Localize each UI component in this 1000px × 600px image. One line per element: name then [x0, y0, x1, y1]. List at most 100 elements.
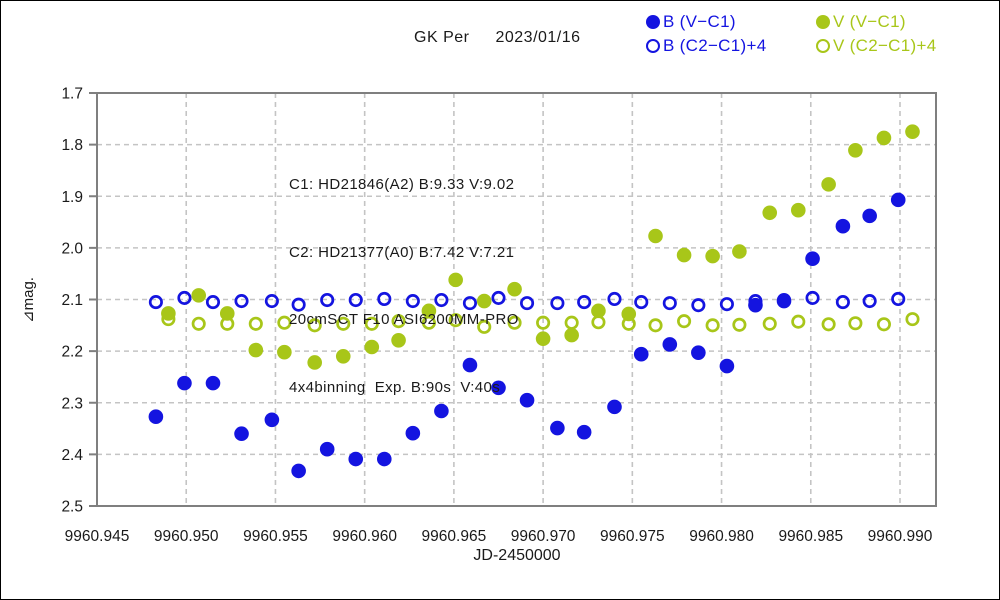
- data-point-b: [776, 293, 792, 309]
- annotation-line-equipment: 20cmSCT F10 ASI6200MM-PRO: [289, 311, 519, 328]
- data-point-check-b: [634, 295, 649, 310]
- data-point-check-b: [320, 292, 335, 308]
- point-layer: [148, 124, 920, 479]
- data-point-check-v: [336, 316, 351, 331]
- data-point-v: [219, 306, 235, 321]
- legend-row: B (C2−C1)+4 V (C2−C1)+4: [646, 34, 991, 58]
- x-tick-label: 9960.970: [511, 528, 576, 545]
- y-tick-label: 2.5: [61, 499, 83, 516]
- data-point-v: [448, 272, 463, 288]
- data-point-v: [277, 344, 292, 360]
- data-point-check-v: [876, 317, 891, 332]
- data-point-b: [319, 441, 335, 457]
- data-point-b: [662, 337, 678, 352]
- data-point-check-b: [691, 298, 706, 313]
- data-point-b: [835, 218, 851, 234]
- data-point-b: [434, 403, 449, 419]
- data-point-check-b: [891, 291, 906, 307]
- data-point-check-v: [277, 315, 292, 330]
- legend-label: V (V−C1): [833, 12, 906, 31]
- y-axis-label: ⊿mag.: [20, 277, 37, 323]
- data-point-check-v: [591, 315, 606, 330]
- data-point-check-b: [148, 295, 163, 310]
- data-point-b: [148, 409, 164, 424]
- data-point-check-v: [732, 317, 747, 332]
- data-point-b: [805, 251, 820, 267]
- data-point-check-b: [550, 296, 565, 311]
- data-point-check-v: [536, 315, 551, 330]
- data-point-b: [862, 208, 877, 224]
- data-point-check-v: [648, 318, 663, 333]
- data-point-b: [376, 451, 392, 467]
- data-point-v: [591, 303, 606, 319]
- data-point-check-v: [391, 314, 406, 329]
- legend-item-v-filled: V (V−C1): [816, 12, 986, 32]
- data-point-v: [762, 205, 778, 221]
- y-tick-label: 2.0: [61, 240, 83, 257]
- data-point-check-v: [448, 313, 463, 328]
- y-tick-label: 2.4: [61, 447, 83, 464]
- x-tick-label: 9960.975: [600, 528, 665, 545]
- data-point-v: [876, 130, 892, 146]
- object-name: GK Per: [414, 29, 470, 46]
- data-point-check-b: [462, 296, 477, 311]
- data-point-check-b: [264, 293, 279, 309]
- data-point-v: [705, 248, 720, 264]
- data-point-check-b: [377, 291, 392, 307]
- data-point-v: [191, 288, 207, 303]
- data-point-v: [732, 244, 747, 259]
- data-point-check-b: [405, 293, 420, 309]
- data-point-check-b: [234, 293, 249, 309]
- open-circle-icon: [646, 39, 660, 53]
- data-point-b: [348, 451, 364, 467]
- data-point-check-b: [607, 291, 622, 307]
- legend-label: V (C2−C1)+4: [833, 36, 937, 55]
- data-point-b: [519, 392, 535, 408]
- data-point-v: [676, 247, 692, 263]
- observation-date: 2023/01/16: [495, 29, 581, 46]
- chart-title: GK Per 2023/01/16: [414, 29, 581, 47]
- data-point-check-v: [477, 319, 492, 334]
- legend-label: B (C2−C1)+4: [663, 36, 767, 55]
- legend: B (V−C1) V (V−C1) B (C2−C1)+4 V (C2−C1)+…: [646, 10, 991, 58]
- open-circle-icon: [816, 39, 830, 53]
- x-axis-label: JD-2450000: [473, 547, 560, 564]
- data-point-v: [648, 228, 663, 244]
- data-point-check-v: [848, 316, 863, 331]
- data-point-check-v: [905, 312, 920, 327]
- data-point-check-b: [520, 296, 535, 311]
- data-point-check-b: [205, 295, 221, 310]
- data-point-v: [821, 177, 836, 192]
- legend-row: B (V−C1) V (V−C1): [646, 10, 991, 34]
- data-point-b: [748, 297, 763, 313]
- data-point-v: [790, 202, 806, 218]
- data-point-check-v: [762, 316, 777, 331]
- data-point-check-b: [177, 290, 192, 306]
- data-point-v: [307, 355, 323, 370]
- data-point-check-v: [821, 317, 836, 332]
- data-point-b: [291, 463, 306, 479]
- data-point-b: [719, 358, 735, 374]
- data-point-check-b: [291, 297, 306, 312]
- y-tick-label: 1.8: [61, 137, 83, 154]
- x-tick-label: 9960.950: [154, 528, 219, 545]
- data-point-v: [848, 143, 863, 158]
- filled-circle-icon: [646, 15, 660, 29]
- y-tick-label: 2.2: [61, 344, 83, 361]
- y-tick-label: 2.3: [61, 395, 83, 412]
- data-point-check-v: [364, 316, 379, 331]
- data-point-v: [535, 331, 551, 347]
- x-tick-label: 9960.990: [868, 528, 933, 545]
- data-point-v: [364, 339, 380, 355]
- data-point-b: [264, 412, 280, 428]
- data-point-v: [421, 303, 437, 319]
- data-point-v: [507, 281, 522, 297]
- x-tick-label: 9960.960: [332, 528, 397, 545]
- data-point-b: [234, 426, 249, 442]
- data-point-check-b: [348, 292, 363, 308]
- data-point-v: [621, 306, 637, 322]
- y-tick-label: 2.1: [61, 292, 83, 309]
- data-point-check-b: [434, 292, 449, 308]
- data-point-check-v: [564, 315, 579, 330]
